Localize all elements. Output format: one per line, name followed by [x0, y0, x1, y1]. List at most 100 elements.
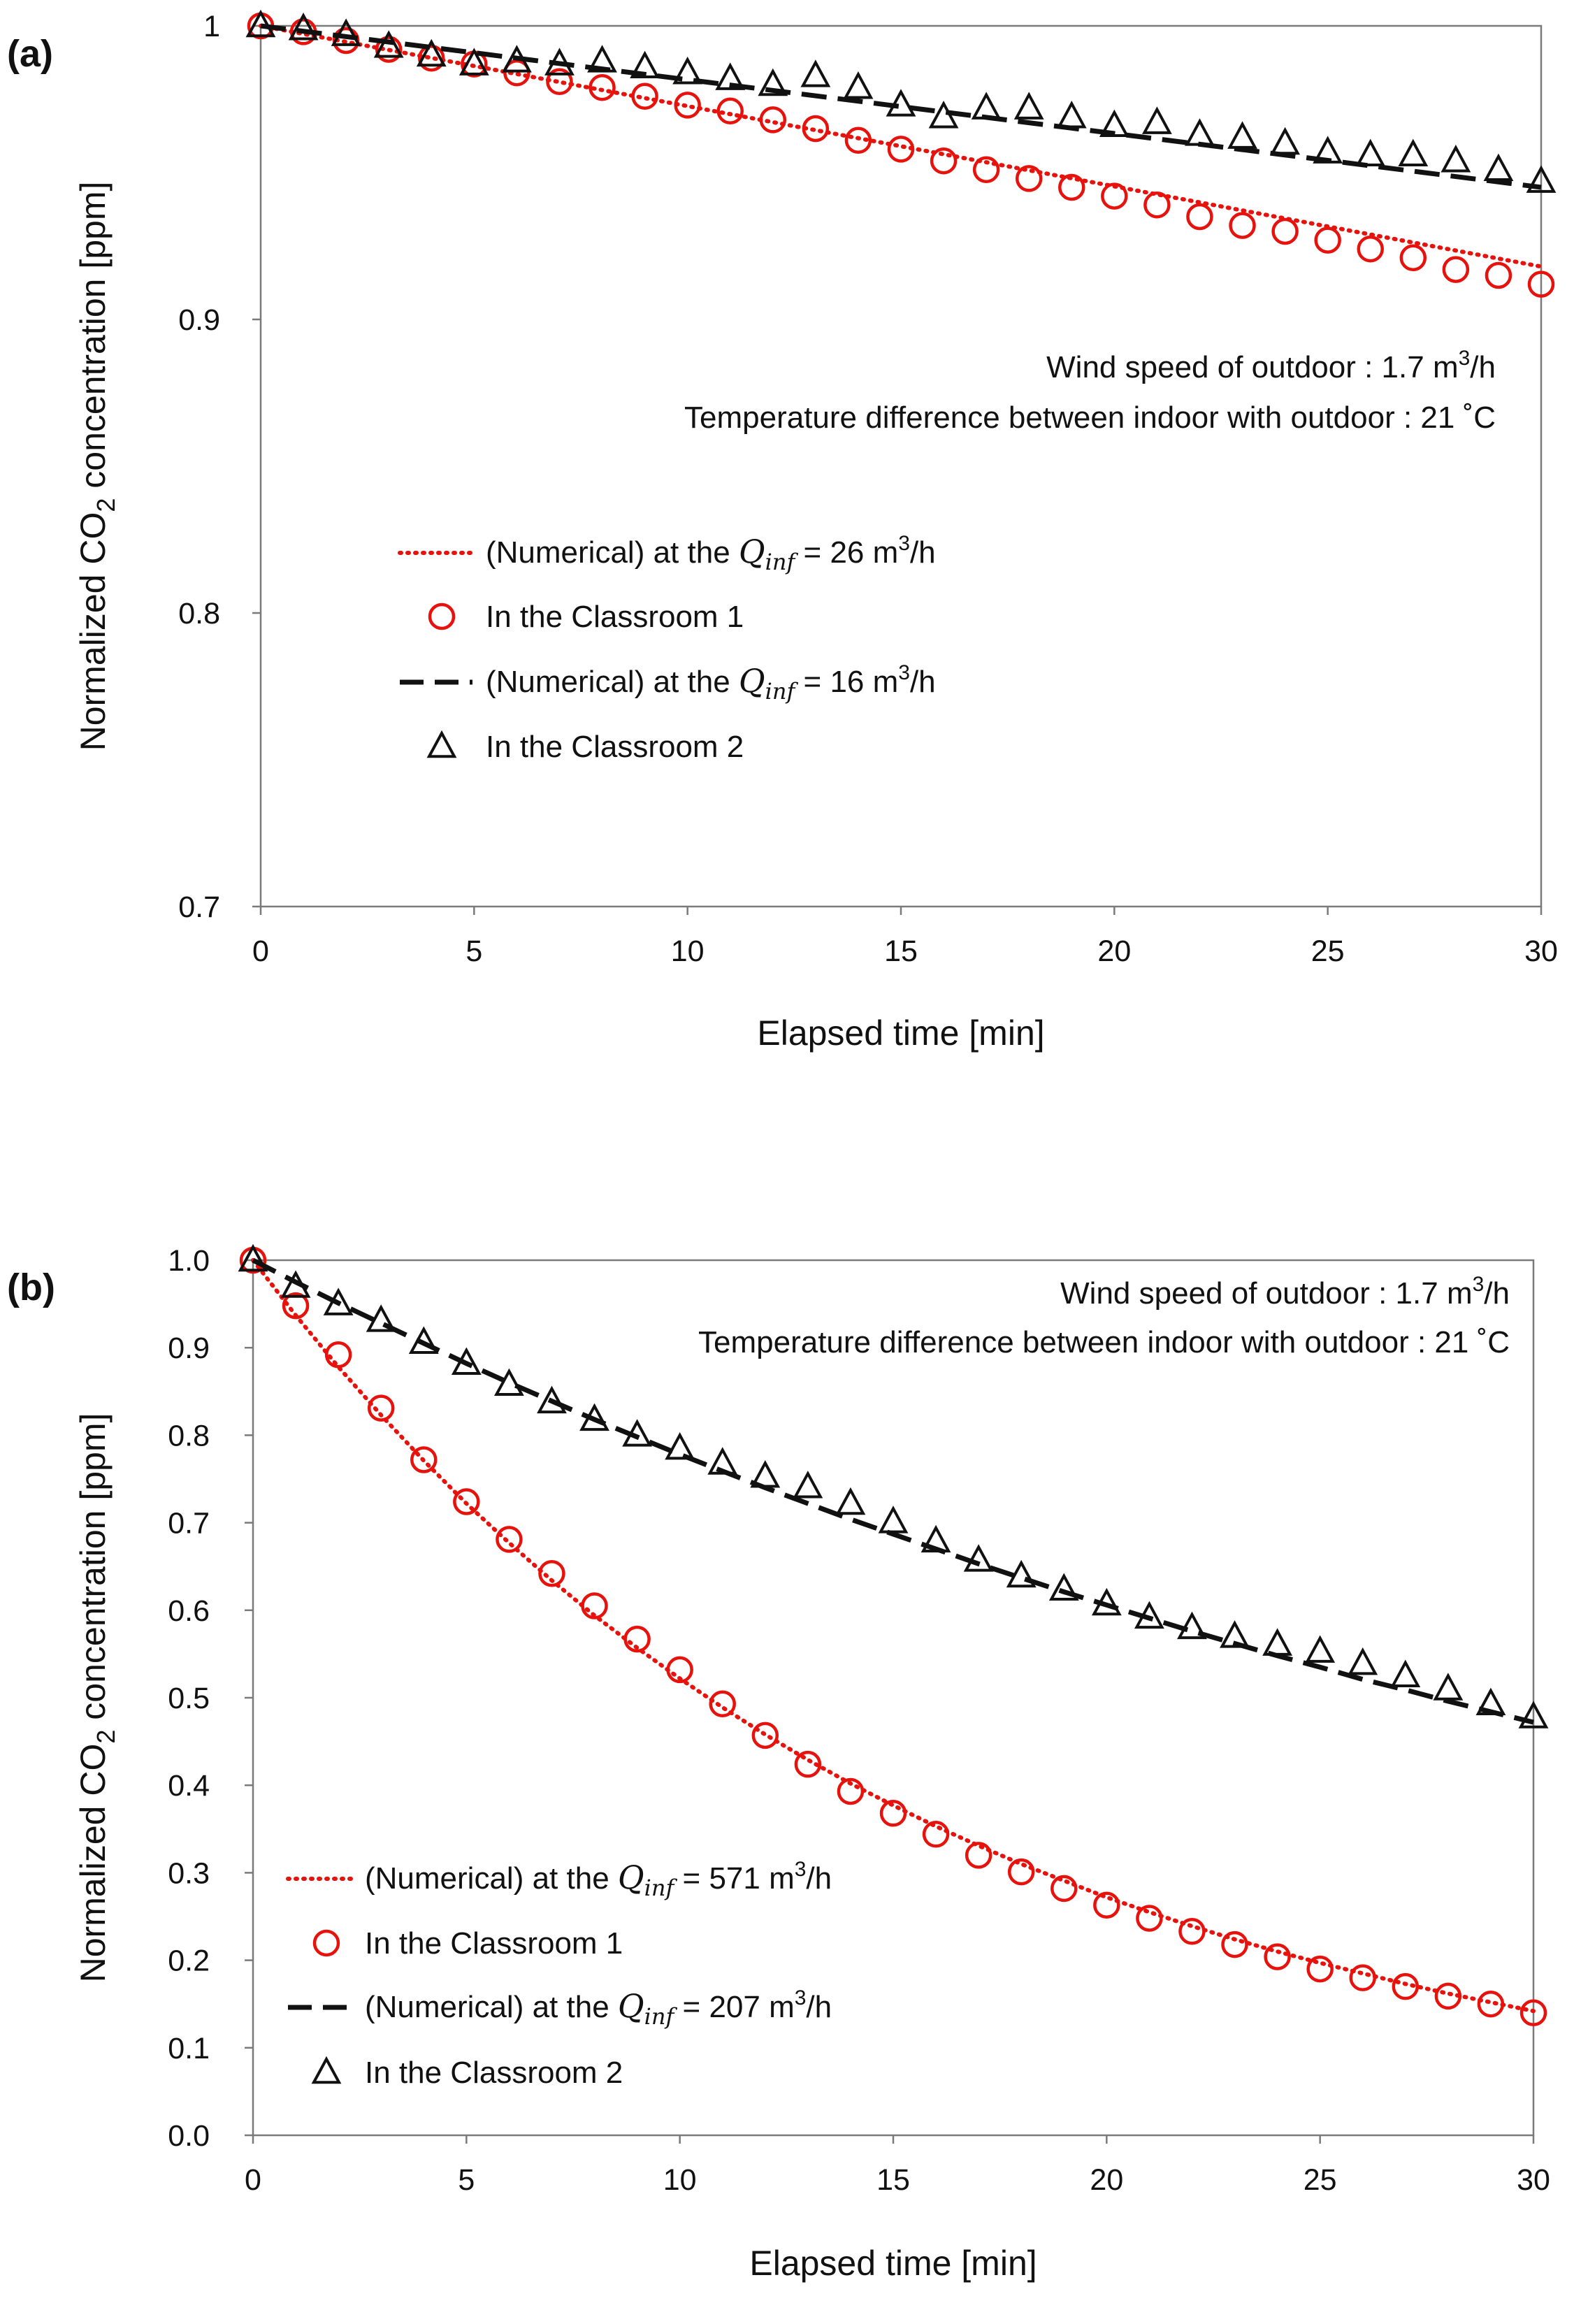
series-numerical-line — [260, 23, 1542, 190]
y-axis-label: Normalized CO2 concentration [ppm] — [73, 1413, 120, 1983]
data-point — [1227, 121, 1257, 149]
data-point — [1434, 1982, 1462, 2010]
data-point — [459, 48, 489, 75]
data-point — [1099, 109, 1129, 138]
y-tick-label: 0.4 — [168, 1769, 210, 1803]
y-tick-label: 0.8 — [178, 597, 220, 630]
data-point — [665, 1431, 695, 1460]
data-point — [503, 59, 530, 87]
data-point — [1348, 1647, 1378, 1675]
data-point — [1527, 270, 1555, 298]
x-tick-label: 10 — [671, 934, 705, 968]
data-point — [1305, 1635, 1336, 1663]
x-tick-label: 15 — [876, 2163, 910, 2197]
legend-q-symbol: Q — [618, 1859, 644, 1896]
legend-text: = 571 m — [674, 1861, 794, 1896]
data-point — [280, 1270, 311, 1298]
annotation-text: /h — [1470, 350, 1496, 384]
data-point — [493, 1368, 524, 1396]
data-point — [886, 89, 916, 117]
x-tick-label: 5 — [465, 934, 482, 968]
data-point — [715, 62, 746, 90]
data-point — [1518, 1701, 1549, 1728]
legend-label: (Numerical) at the Qinf = 207 m3/h — [365, 1986, 832, 2030]
data-point — [843, 71, 874, 99]
data-point — [501, 45, 532, 73]
data-point — [1220, 1620, 1250, 1648]
legend-text: /h — [806, 1861, 832, 1896]
y-tick-label: 1.0 — [168, 1244, 210, 1278]
data-point — [1091, 1587, 1122, 1616]
data-point — [375, 36, 403, 63]
y-tick-label: 0.6 — [168, 1594, 210, 1628]
data-point — [1050, 1875, 1078, 1903]
y-tick-label: 0.7 — [168, 1507, 210, 1540]
data-point — [887, 136, 915, 163]
data-point — [324, 1341, 352, 1369]
panel-label: (a) — [7, 33, 53, 75]
data-point — [844, 127, 872, 154]
y-axis-label: Normalized CO2 concentration [ppm] — [73, 182, 120, 751]
legend-text: = 207 m — [674, 1990, 794, 2024]
x-tick-label: 5 — [458, 2163, 475, 2197]
y-axis-label-text: Normalized CO — [73, 1744, 113, 1983]
data-point — [1178, 1918, 1206, 1945]
data-point — [750, 1460, 781, 1488]
y-tick-label: 0.9 — [168, 1331, 210, 1365]
legend-swatch — [311, 2056, 342, 2084]
data-point — [366, 1304, 396, 1332]
y-tick-label: 0.9 — [178, 303, 220, 337]
data-point — [1475, 1687, 1506, 1716]
data-point — [1483, 153, 1514, 182]
data-point — [793, 1471, 823, 1499]
series-numerical-line — [252, 1257, 1534, 1725]
legend-q-subscript: inf — [644, 1875, 678, 1901]
series-line — [259, 24, 1543, 269]
legend-q-subscript: inf — [765, 549, 799, 575]
annotation-text: Wind speed of outdoor : 1.7 m — [1060, 1276, 1472, 1311]
series-line — [251, 1258, 1536, 2014]
data-point — [1093, 1891, 1120, 1919]
annotation: Temperature difference between indoor wi… — [684, 400, 1496, 435]
legend-text: (Numerical) at the — [486, 665, 739, 699]
data-point — [1058, 173, 1085, 201]
y-axis-label-text: concentration [ppm] — [73, 1413, 113, 1730]
data-point — [802, 115, 830, 143]
y-axis-label-subscript: 2 — [92, 498, 120, 512]
data-point — [1262, 1628, 1293, 1656]
series-measured-circle — [239, 1246, 1547, 2026]
y-tick-label: 0.1 — [168, 2032, 210, 2065]
x-axis-label: Elapsed time [min] — [749, 2244, 1037, 2283]
legend-label: In the Classroom 2 — [486, 730, 744, 764]
y-tick-label: 0.8 — [168, 1419, 210, 1452]
x-tick-label: 20 — [1097, 934, 1131, 968]
legend-text: In the Classroom 2 — [365, 2056, 623, 2090]
panel-label: (b) — [7, 1266, 55, 1308]
data-point — [972, 156, 1000, 184]
x-tick-label: 20 — [1090, 2163, 1123, 2197]
data-point — [1441, 145, 1471, 173]
legend-swatch — [426, 730, 457, 758]
data-point — [1398, 138, 1429, 167]
data-point — [716, 97, 744, 125]
annotation-superscript: 3 — [1459, 347, 1471, 370]
data-point — [837, 1777, 865, 1805]
data-point — [1015, 165, 1043, 192]
annotation: Wind speed of outdoor : 1.7 m3/h — [1060, 1273, 1510, 1311]
legend-text: /h — [910, 665, 936, 699]
legend-q-symbol: Q — [618, 1987, 644, 2025]
data-point — [323, 1287, 354, 1315]
data-point — [579, 1403, 609, 1431]
legend-text: /h — [910, 535, 936, 570]
data-point — [1056, 101, 1087, 129]
y-tick-label: 0.0 — [168, 2119, 210, 2153]
legend-text: In the Classroom 1 — [486, 600, 744, 634]
data-point — [1433, 1673, 1464, 1701]
legend-superscript: 3 — [795, 1858, 807, 1881]
data-point — [546, 68, 573, 96]
y-tick-label: 0.2 — [168, 1944, 210, 1978]
series-measured-triangle — [238, 1243, 1549, 1728]
data-point — [544, 48, 575, 75]
data-point — [920, 1524, 951, 1553]
